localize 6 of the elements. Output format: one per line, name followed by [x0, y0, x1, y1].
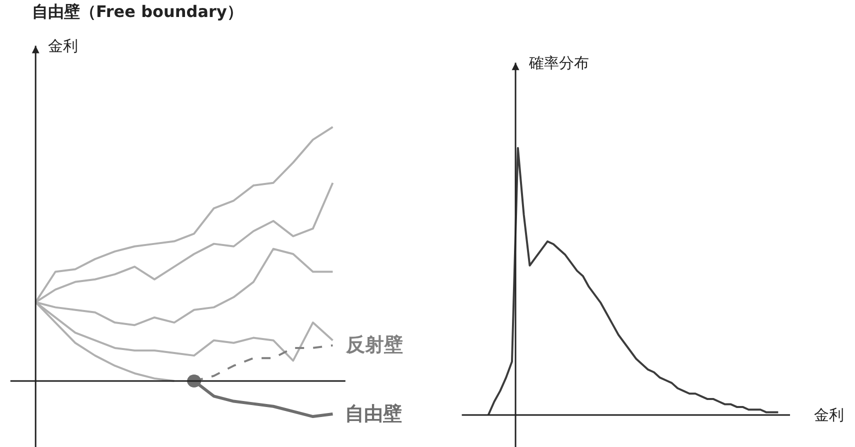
chart-title: 自由壁（Free boundary）	[32, 2, 243, 21]
series-label: 反射壁	[345, 334, 403, 356]
y-axis-title: 確率分布	[528, 54, 589, 72]
x-axis-title: 金利	[814, 406, 844, 424]
y-axis-title: 金利	[48, 37, 78, 55]
series-label: 自由壁	[345, 403, 402, 425]
